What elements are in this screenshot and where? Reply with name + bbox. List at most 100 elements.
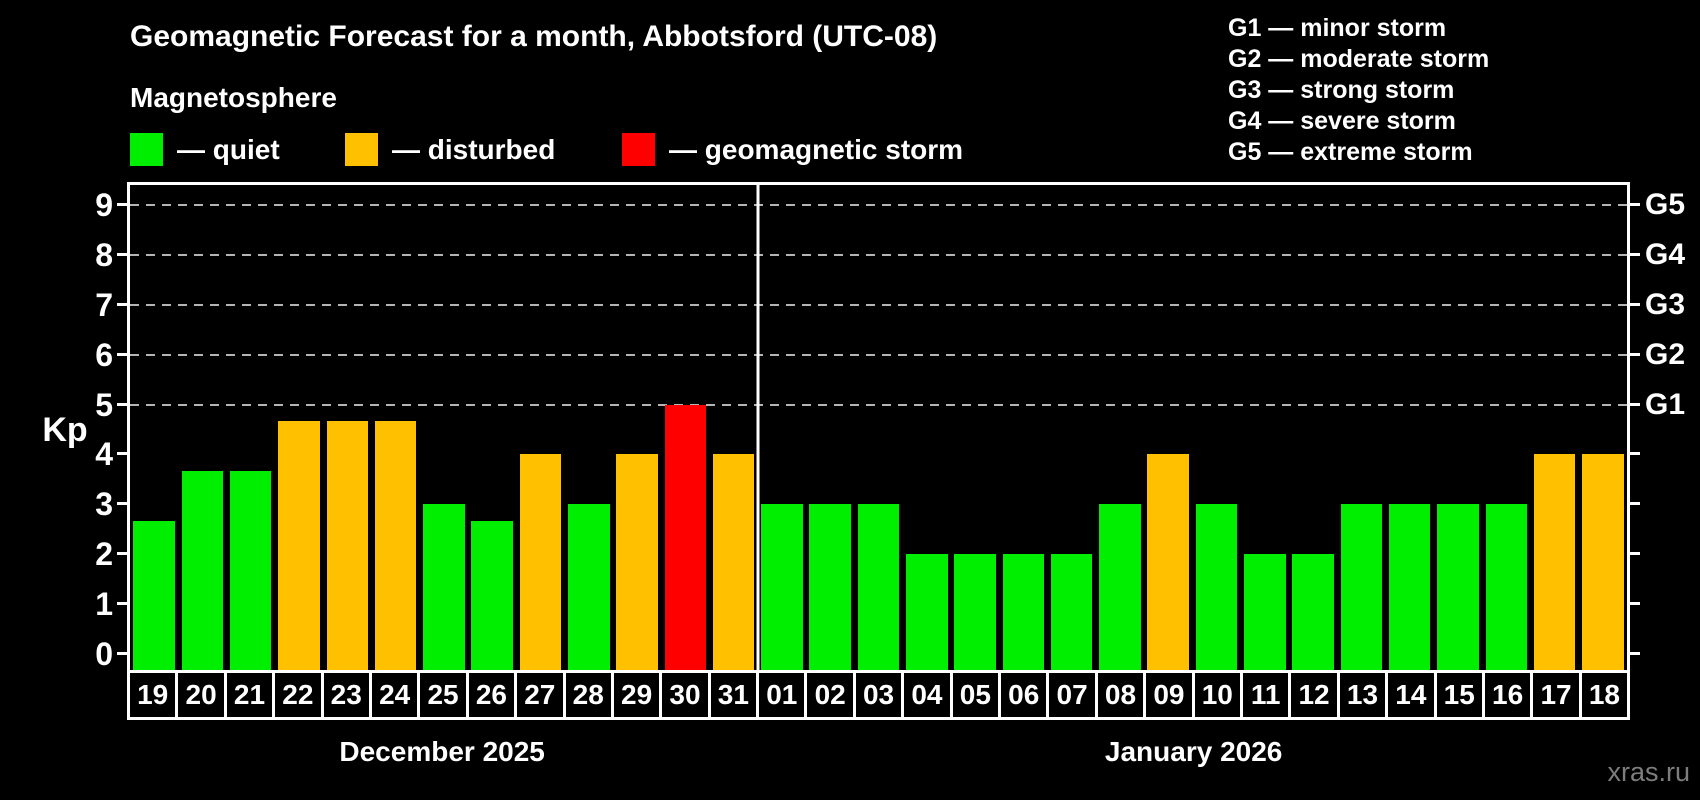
bar-slot-jan-14 [1386,185,1434,670]
bar-slot-jan-02 [806,185,854,670]
bar-slot-dec-28 [565,185,613,670]
date-cell-jan-13: 13 [1336,673,1385,717]
status-legend: — quiet — disturbed — geomagnetic storm [0,133,1700,169]
gridline-6 [130,353,1627,356]
bar-jan-02 [809,504,851,670]
magnetosphere-label: Magnetosphere [130,82,337,113]
bar-slot-jan-05 [951,185,999,670]
bar-slot-dec-29 [613,185,661,670]
date-cell-jan-04: 04 [901,673,949,717]
bar-slot-dec-23 [323,185,371,670]
disturbed-color-swatch [345,133,378,166]
date-cell-jan-09: 09 [1143,673,1191,717]
date-cell-jan-05: 05 [949,673,998,717]
bar-dec-21 [229,470,272,670]
date-cell-dec-28: 28 [562,673,611,717]
date-cell-jan-08: 08 [1094,673,1143,717]
date-row: 19 20 21 22 23 24 25 26 27 28 29 30 31 01 02 03 04 05 06 07… [127,670,1630,720]
ytick-label-2: 2 [95,536,113,573]
bar-jan-08 [1099,504,1141,670]
date-cell-dec-23: 23 [320,673,369,717]
bar-jan-17 [1533,454,1576,670]
bar-slot-dec-20 [178,185,226,670]
ytick-label-7: 7 [95,286,113,323]
date-cell-jan-02: 02 [804,673,852,717]
g-scale-label-G5: G5 [1645,187,1686,221]
bar-dec-30 [664,404,707,670]
legend-label-disturbed: — disturbed [392,133,556,165]
date-cell-dec-24: 24 [368,673,417,717]
left-tick-9 [117,202,127,206]
bar-slot-jan-16 [1482,185,1530,670]
date-cell-jan-12: 12 [1288,673,1336,717]
bar-slot-dec-22 [275,185,323,670]
right-tick-5 [1630,402,1640,406]
bar-slot-jan-15 [1434,185,1482,670]
storm-color-swatch [622,133,655,166]
bar-jan-06 [1002,554,1045,670]
bar-jan-05 [954,554,996,670]
bar-slot-jan-17 [1530,185,1578,670]
date-cell-dec-30: 30 [659,673,707,717]
legend-label-quiet: — quiet [177,133,280,165]
ytick-label-0: 0 [95,636,113,673]
left-tick-1 [117,602,127,606]
bar-jan-09 [1147,454,1189,670]
bar-dec-31 [712,454,755,670]
bar-dec-25 [423,504,465,670]
ytick-label-6: 6 [95,336,113,373]
date-cell-dec-21: 21 [223,673,272,717]
right-tick-4 [1630,452,1640,456]
bar-dec-19 [133,520,175,670]
bar-jan-04 [906,554,948,670]
date-cell-jan-11: 11 [1239,673,1288,717]
bar-slot-dec-25 [420,185,468,670]
left-tick-3 [117,502,127,506]
bar-dec-28 [567,504,610,670]
right-tick-9 [1630,202,1640,206]
bar-dec-22 [278,421,320,670]
bar-slot-jan-11 [1241,185,1289,670]
gridline-5 [130,403,1627,406]
date-cell-jan-14: 14 [1385,673,1433,717]
bar-jan-11 [1244,554,1286,670]
bar-slot-dec-24 [371,185,419,670]
right-tick-1 [1630,602,1640,606]
month-divider [756,185,760,670]
g-scale-label-G3: G3 [1645,287,1686,321]
bar-slot-jan-12 [1289,185,1337,670]
right-tick-3 [1630,502,1640,506]
bar-jan-14 [1388,504,1431,670]
storm-scale-g1: G1 — minor storm [1228,14,1447,42]
storm-scale-legend: G1 — minor storm G2 — moderate storm G3 … [1228,13,1489,168]
bar-slot-jan-08 [1096,185,1144,670]
right-tick-6 [1630,352,1640,356]
date-cell-jan-03: 03 [852,673,901,717]
date-cell-dec-27: 27 [514,673,562,717]
date-cell-dec-25: 25 [417,673,465,717]
g-scale-label-G2: G2 [1645,337,1686,371]
g-scale-label-G4: G4 [1645,237,1686,271]
y-axis-title: Kp [42,411,88,449]
storm-scale-g5: G5 — extreme storm [1228,138,1473,166]
right-tick-0 [1630,652,1640,656]
bar-jan-18 [1582,454,1624,670]
bar-slot-jan-04 [903,185,951,670]
month-label-january: January 2026 [1104,736,1283,767]
ytick-label-3: 3 [95,486,113,523]
ytick-label-8: 8 [95,236,113,273]
left-tick-5 [117,402,127,406]
g-scale-label-G1: G1 [1645,387,1686,421]
storm-scale-g4: G4 — severe storm [1228,107,1456,135]
ytick-label-1: 1 [95,586,113,623]
bar-dec-24 [374,421,417,670]
left-tick-0 [117,652,127,656]
bar-jan-01 [761,504,803,670]
date-cell-dec-31: 31 [707,673,756,717]
right-tick-7 [1630,302,1640,306]
ytick-label-4: 4 [95,436,113,473]
bar-dec-20 [181,470,224,670]
legend-label-storm: — geomagnetic storm [669,133,964,165]
date-cell-dec-19: 19 [137,679,169,710]
